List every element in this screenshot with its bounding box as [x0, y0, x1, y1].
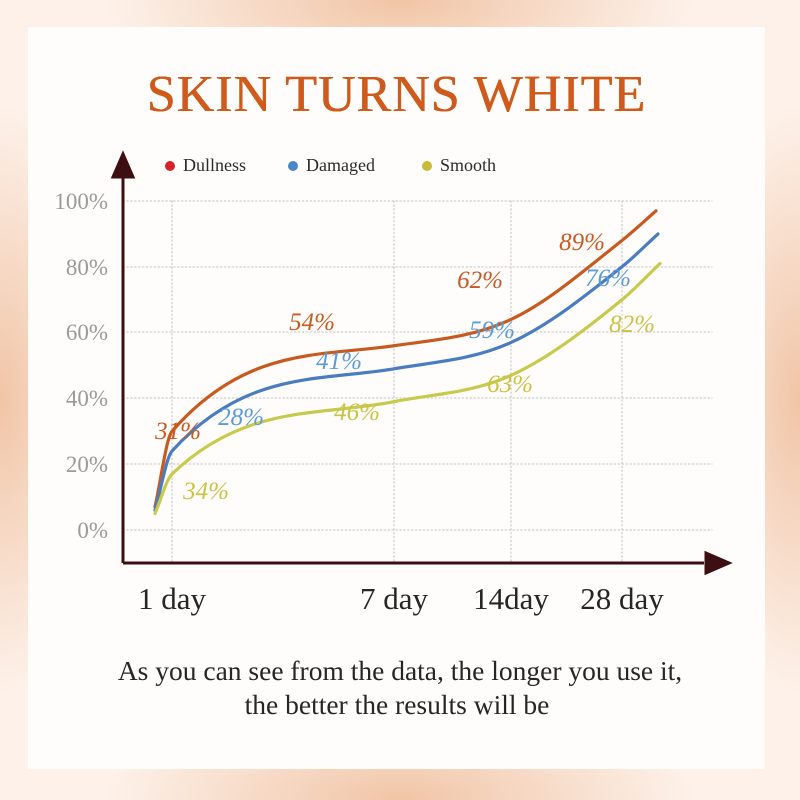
svg-text:20%: 20% [66, 452, 108, 477]
svg-text:89%: 89% [559, 229, 605, 256]
svg-text:the better the results will be: the better the results will be [245, 689, 550, 720]
svg-text:76%: 76% [585, 265, 631, 292]
svg-text:100%: 100% [54, 189, 108, 214]
svg-text:41%: 41% [316, 348, 362, 375]
svg-text:82%: 82% [609, 311, 655, 338]
svg-text:63%: 63% [487, 371, 533, 398]
svg-text:28 day: 28 day [580, 581, 664, 616]
svg-text:As you can see from the data,: As you can see from the data, the longer… [118, 655, 682, 686]
svg-text:40%: 40% [66, 386, 108, 411]
svg-text:31%: 31% [154, 418, 201, 445]
svg-text:62%: 62% [457, 267, 503, 294]
svg-text:14day: 14day [473, 581, 549, 616]
svg-text:0%: 0% [77, 518, 108, 543]
svg-text:46%: 46% [334, 399, 380, 426]
svg-text:54%: 54% [289, 309, 335, 336]
svg-text:7 day: 7 day [360, 581, 429, 616]
svg-text:59%: 59% [469, 317, 515, 344]
svg-text:34%: 34% [182, 478, 229, 505]
svg-text:28%: 28% [218, 404, 264, 431]
svg-text:1 day: 1 day [138, 581, 207, 616]
svg-text:60%: 60% [66, 320, 108, 345]
svg-text:80%: 80% [66, 255, 108, 280]
